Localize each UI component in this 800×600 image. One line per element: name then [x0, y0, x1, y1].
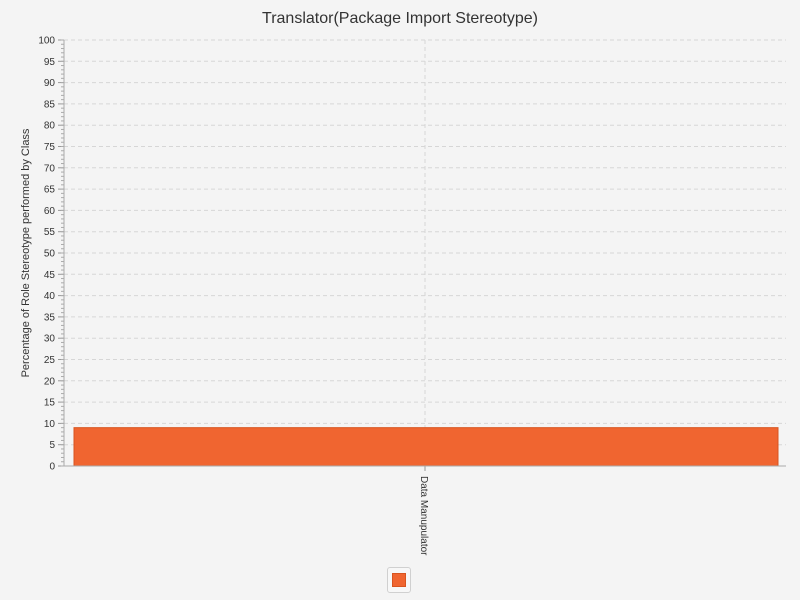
y-tick-label: 20: [44, 376, 56, 387]
y-tick-label: 0: [49, 462, 55, 473]
y-tick-label: 80: [44, 121, 56, 132]
chart-title: Translator(Package Import Stereotype): [262, 10, 538, 27]
y-tick-label: 5: [49, 440, 55, 451]
x-axis-labels: Data Manupulator: [418, 476, 429, 556]
y-tick-label: 75: [44, 142, 56, 153]
y-axis-ticks: 0 5 10 15 20 25 30 35 40 45 50 55 60 65 70 75 80 85 90 95 10…: [38, 36, 64, 473]
y-tick-label: 100: [38, 36, 55, 47]
bar[interactable]: [73, 427, 779, 467]
grid: [64, 39, 786, 466]
y-tick-label: 30: [44, 334, 56, 345]
y-tick-label: 70: [44, 163, 56, 174]
bars: [73, 427, 779, 467]
y-tick-label: 95: [44, 57, 56, 68]
axes: [63, 40, 786, 471]
y-tick-label: 10: [44, 419, 56, 430]
y-tick-label: 15: [44, 398, 56, 409]
y-tick-label: 35: [44, 312, 56, 323]
y-tick-label: 50: [44, 249, 56, 260]
x-tick-label: Data Manupulator: [418, 476, 429, 556]
y-tick-label: 25: [44, 355, 56, 366]
y-tick-label: 45: [44, 270, 56, 281]
y-tick-label: 40: [44, 291, 56, 302]
y-tick-label: 65: [44, 185, 56, 196]
y-tick-label: 85: [44, 99, 56, 110]
legend-swatch: [392, 573, 406, 587]
y-tick-label: 55: [44, 227, 56, 238]
legend[interactable]: [387, 567, 411, 593]
y-axis-label: Percentage of Role Stereotype performed …: [20, 128, 32, 377]
y-tick-label: 90: [44, 78, 56, 89]
y-tick-label: 60: [44, 206, 56, 217]
